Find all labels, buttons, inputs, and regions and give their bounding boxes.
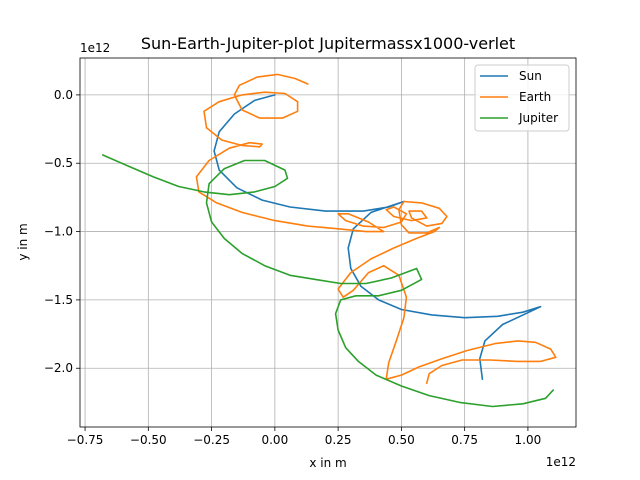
x-tick-label: 0.50 [388,433,415,447]
x-tick-label: 0.00 [261,433,288,447]
series-line-sun [213,94,542,380]
series-line-earth [195,73,557,385]
chart-title: Sun-Earth-Jupiter-plot Jupitermassx1000-… [141,34,515,53]
y-tick-label: −1.5 [44,293,73,307]
x-tick-label: −0.25 [193,433,230,447]
y-tick-label: 0.0 [54,88,73,102]
y-offset-text: 1e12 [80,41,110,55]
x-tick-label: 1.00 [515,433,542,447]
grid [80,58,576,427]
series-line-jupiter [102,154,554,408]
x-offset-text: 1e12 [546,455,576,469]
legend: Sun Earth Jupiter [474,64,570,132]
y-axis-label: y in m [16,223,30,260]
x-tick-label: −0.50 [130,433,167,447]
y-tick-label: −0.5 [44,156,73,170]
y-tick-label: −2.0 [44,361,73,375]
legend-label-sun: Sun [519,69,542,83]
x-axis-ticks: −0.75 −0.50 −0.25 0.00 0.25 0.50 0.75 1.00 [67,427,542,447]
legend-label-earth: Earth [519,90,551,104]
plot-frame [79,57,577,428]
y-axis-ticks: 0.0 −0.5 −1.0 −1.5 −2.0 [44,88,80,375]
x-tick-label: 0.25 [325,433,352,447]
x-axis-label: x in m [309,456,346,470]
legend-label-jupiter: Jupiter [518,111,558,125]
x-tick-label: −0.75 [67,433,104,447]
legend-frame [474,64,570,132]
x-tick-label: 0.75 [451,433,478,447]
y-tick-label: −1.0 [44,225,73,239]
series-layer [102,73,557,408]
